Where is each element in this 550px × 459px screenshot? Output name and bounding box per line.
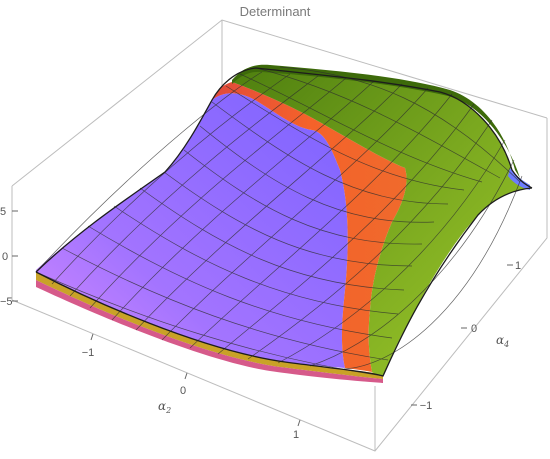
chart-title: Determinant [239,4,311,19]
surface-mesh [35,66,523,377]
x-tick-0: 0 [180,385,186,397]
box-front [11,118,548,452]
surface-purple-region [36,93,348,368]
x-axis-label: α2 [158,399,171,415]
z-tick-5: 5 [0,206,6,218]
surface [35,64,533,383]
y-tick-neg1: −1 [420,400,433,412]
z-axis: 5 0 −5 [0,206,18,308]
z-tick-neg5: −5 [0,296,13,308]
x-tick-neg1: −1 [82,347,95,359]
y-axis-label: α4 [496,333,509,349]
y-axis: −1 0 1 α4 [411,260,521,412]
surface-ridge [232,64,520,178]
y-tick-1: 1 [515,260,521,272]
z-tick-0: 0 [2,251,8,263]
surface-outline [35,67,533,377]
y-tick-0: 0 [471,323,477,335]
x-tick-1: 1 [293,429,299,441]
x-axis: −1 0 1 α2 [82,333,301,441]
surface-green-region [232,67,532,376]
surface-red-region [212,82,407,372]
